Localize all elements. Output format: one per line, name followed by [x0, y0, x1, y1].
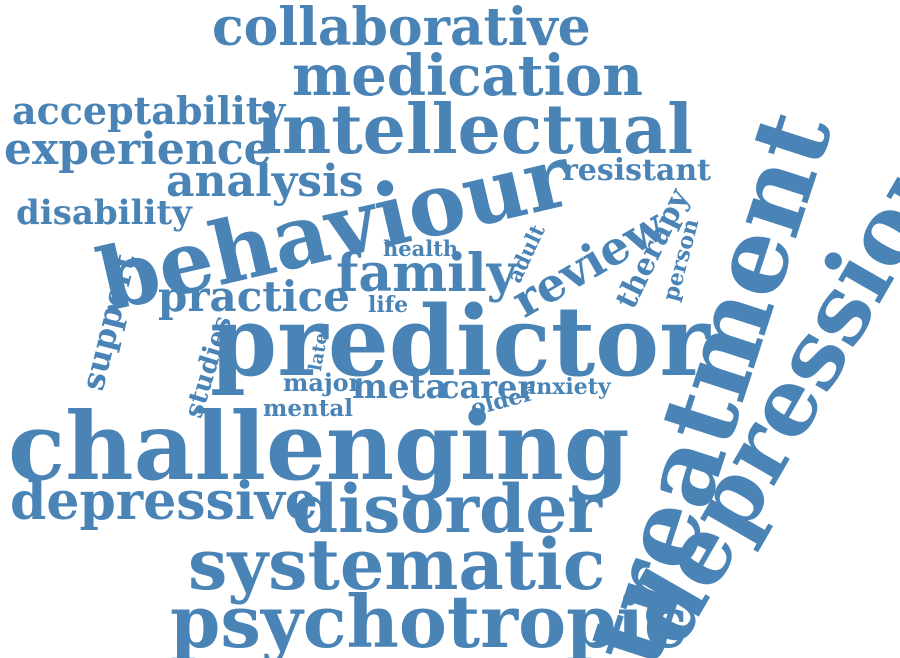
word-major: major: [283, 368, 362, 397]
word-disorder: disorder: [292, 470, 603, 548]
word-predictor: predictor: [210, 285, 710, 398]
word-life: life: [368, 292, 409, 318]
word-meta: meta: [352, 367, 448, 407]
word-systematic: systematic: [188, 523, 606, 606]
word-resistant: resistant: [562, 153, 712, 188]
word-psychotropic: psychotropic: [170, 579, 688, 658]
word-challenging: challenging: [8, 392, 630, 502]
word-acceptability: acceptability: [12, 88, 286, 133]
word-anxiety: anxiety: [522, 374, 611, 400]
word-collaborative: collaborative: [212, 0, 591, 58]
word-depressive: depressive: [10, 471, 318, 532]
word-analysis: analysis: [166, 156, 364, 207]
word-carer: carer: [440, 368, 535, 406]
word-medication: medication: [292, 43, 643, 109]
word-health: health: [383, 236, 459, 261]
word-practice: practice: [158, 272, 350, 321]
word-family: family: [336, 243, 517, 304]
word-intellectual: intellectual: [256, 90, 694, 170]
word-mental: mental: [263, 395, 353, 422]
word-experience: experience: [4, 124, 272, 175]
word-disability: disability: [16, 193, 192, 233]
